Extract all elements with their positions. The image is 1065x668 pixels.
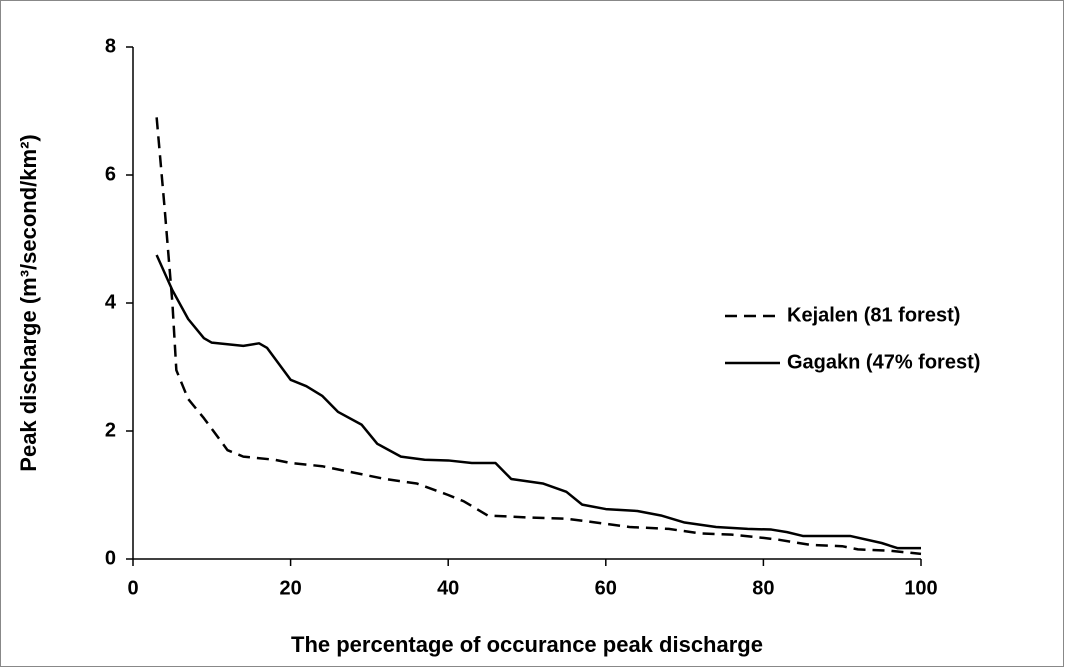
series-line <box>155 254 921 550</box>
y-tick-label: 8 <box>105 35 116 57</box>
x-tick-label: 100 <box>904 577 937 599</box>
y-axis-label: Peak discharge (m³/second/km²) <box>16 134 41 471</box>
legend-label: Kejalen (81 forest) <box>787 304 960 326</box>
x-tick-label: 20 <box>279 577 301 599</box>
legend-label: Gagakn (47% forest) <box>787 351 980 373</box>
x-axis-label: The percentage of occurance peak dischar… <box>291 632 763 657</box>
y-tick-label: 0 <box>105 547 116 569</box>
y-tick-label: 4 <box>105 291 117 313</box>
x-tick-label: 40 <box>437 577 459 599</box>
series-line <box>155 117 922 556</box>
y-tick-label: 2 <box>105 419 116 441</box>
y-tick-label: 6 <box>105 163 116 185</box>
x-tick-label: 60 <box>595 577 617 599</box>
x-tick-label: 80 <box>752 577 774 599</box>
x-tick-label: 0 <box>127 577 138 599</box>
